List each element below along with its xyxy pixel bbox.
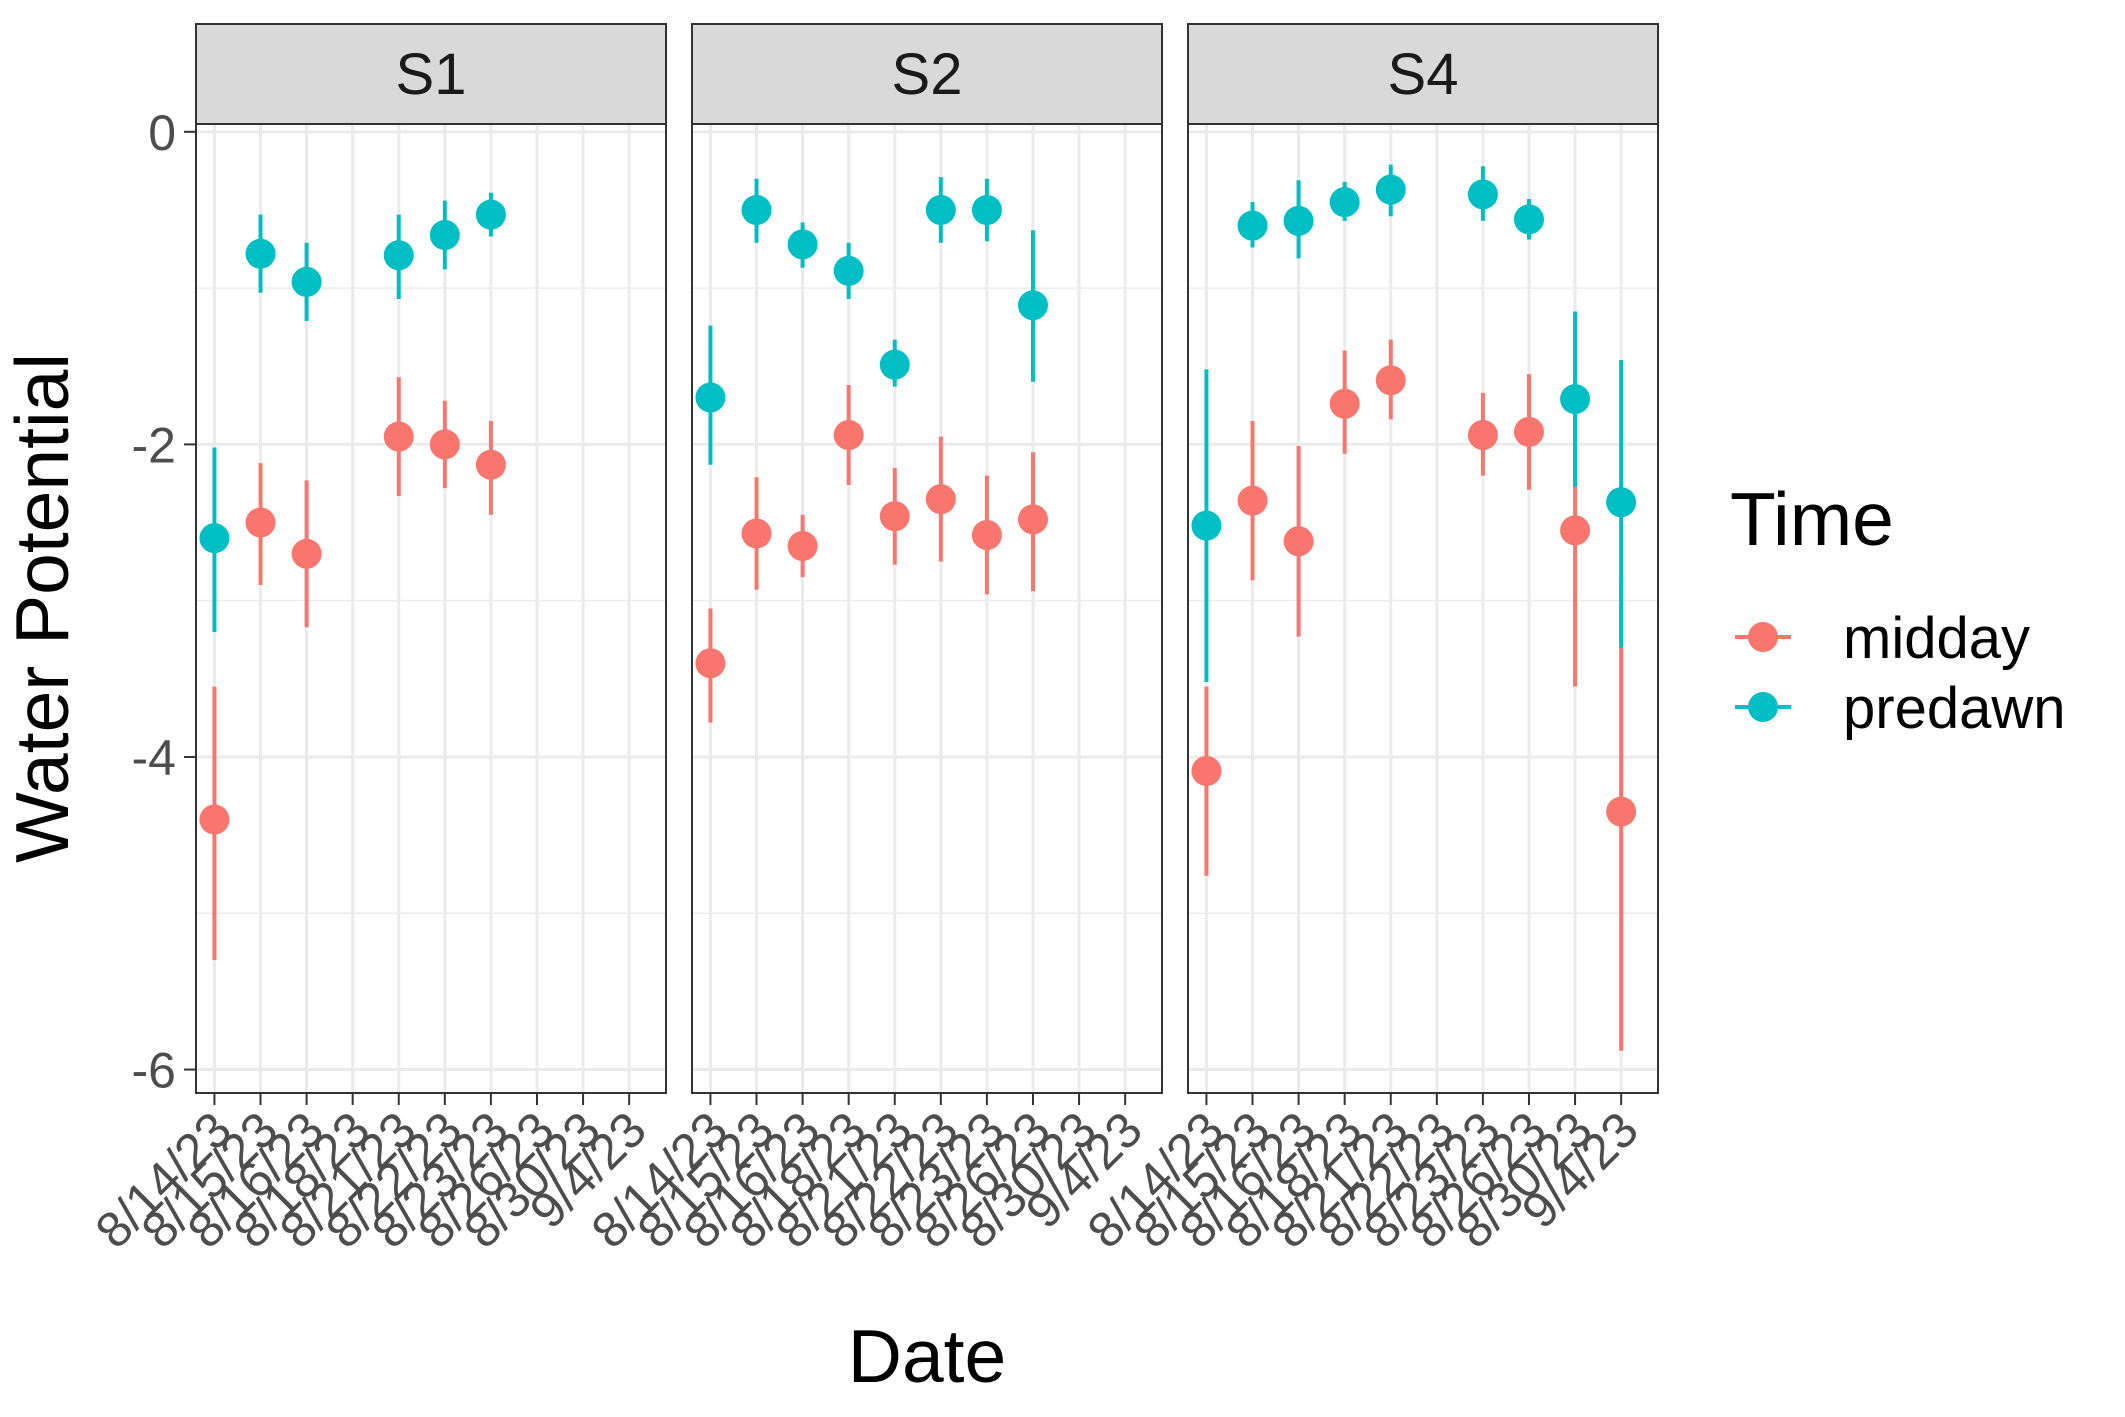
series-predawn (1191, 164, 1637, 682)
panel-border (691, 123, 1163, 1094)
data-point-midday (429, 429, 460, 460)
data-point-predawn (1375, 174, 1406, 205)
panel-border (195, 123, 667, 1094)
strip-label: S1 (396, 42, 467, 107)
data-point-midday (1017, 504, 1048, 535)
data-point-midday (1467, 420, 1498, 451)
panel-background (1188, 124, 1658, 1093)
data-point-midday (1191, 756, 1222, 787)
data-point-midday (475, 449, 506, 480)
legend-item-predawn: predawn (1735, 676, 2065, 741)
y-axis: 0 -2 -4 -6 (132, 105, 196, 1099)
data-point-predawn (1329, 187, 1360, 218)
strip-label: S4 (1388, 42, 1459, 107)
data-point-predawn (291, 266, 322, 297)
data-point-midday (1513, 416, 1544, 447)
data-point-predawn (1467, 179, 1498, 210)
facet-panels: S18/14/238/15/238/16/238/18/238/21/238/2… (85, 23, 1659, 1259)
panel-background (196, 124, 666, 1093)
data-point-predawn (695, 382, 726, 413)
data-point-midday (383, 421, 414, 452)
strip-background (195, 23, 667, 125)
data-point-midday (695, 648, 726, 679)
data-point-midday (787, 530, 818, 561)
data-point-predawn (1560, 384, 1591, 415)
legend-title: Time (1730, 477, 1894, 561)
data-point-midday (925, 484, 956, 515)
data-point-midday (879, 501, 910, 532)
data-point-predawn (787, 229, 818, 260)
y-axis-title: Water Potential (0, 353, 84, 863)
data-point-predawn (833, 255, 864, 286)
data-point-predawn (971, 194, 1002, 225)
data-point-predawn (1283, 205, 1314, 236)
series-predawn (695, 177, 1048, 465)
legend-label: midday (1843, 606, 2030, 671)
series-midday (695, 385, 1048, 723)
y-tick-label: -4 (132, 730, 176, 786)
data-point-midday (833, 420, 864, 451)
data-point-predawn (475, 199, 506, 230)
data-point-predawn (1606, 487, 1637, 518)
data-point-midday (291, 538, 322, 569)
data-point-midday (1329, 388, 1360, 419)
data-point-midday (1606, 796, 1637, 827)
strip-label: S2 (892, 42, 963, 107)
data-point-midday (245, 507, 276, 538)
y-tick-label: -2 (132, 417, 176, 473)
data-point-predawn (1191, 510, 1222, 541)
y-tick-label: 0 (148, 105, 176, 161)
data-point-predawn (245, 238, 276, 269)
legend-label: predawn (1843, 676, 2065, 741)
data-point-predawn (879, 349, 910, 380)
data-point-predawn (383, 240, 414, 271)
data-point-midday (199, 804, 230, 835)
strip-background (1187, 23, 1659, 125)
data-point-midday (1375, 365, 1406, 396)
x-axis-title: Date (848, 1314, 1006, 1398)
series-predawn (199, 192, 506, 632)
data-point-predawn (199, 523, 230, 554)
data-point-predawn (1237, 210, 1268, 241)
series-midday (199, 377, 506, 961)
data-point-midday (1283, 526, 1314, 557)
data-point-midday (741, 518, 772, 549)
panel-border (1187, 123, 1659, 1094)
legend-key-point (1748, 622, 1778, 652)
data-point-midday (1237, 485, 1268, 516)
data-point-predawn (1017, 290, 1048, 321)
data-point-predawn (429, 219, 460, 250)
series-midday (1191, 339, 1637, 1051)
strip-background (691, 23, 1163, 125)
data-point-midday (971, 520, 1002, 551)
panel-s2: S28/14/238/15/238/16/238/18/238/21/238/2… (581, 23, 1163, 1259)
panel-s4: S48/14/238/15/238/16/238/18/238/21/238/2… (1077, 23, 1659, 1259)
legend-key-point (1748, 692, 1778, 722)
data-point-predawn (925, 194, 956, 225)
legend-item-midday: midday (1735, 606, 2030, 671)
data-point-midday (1560, 515, 1591, 546)
panel-background (692, 124, 1162, 1093)
y-tick-label: -6 (132, 1043, 176, 1099)
data-point-predawn (741, 194, 772, 225)
data-point-predawn (1513, 204, 1544, 235)
